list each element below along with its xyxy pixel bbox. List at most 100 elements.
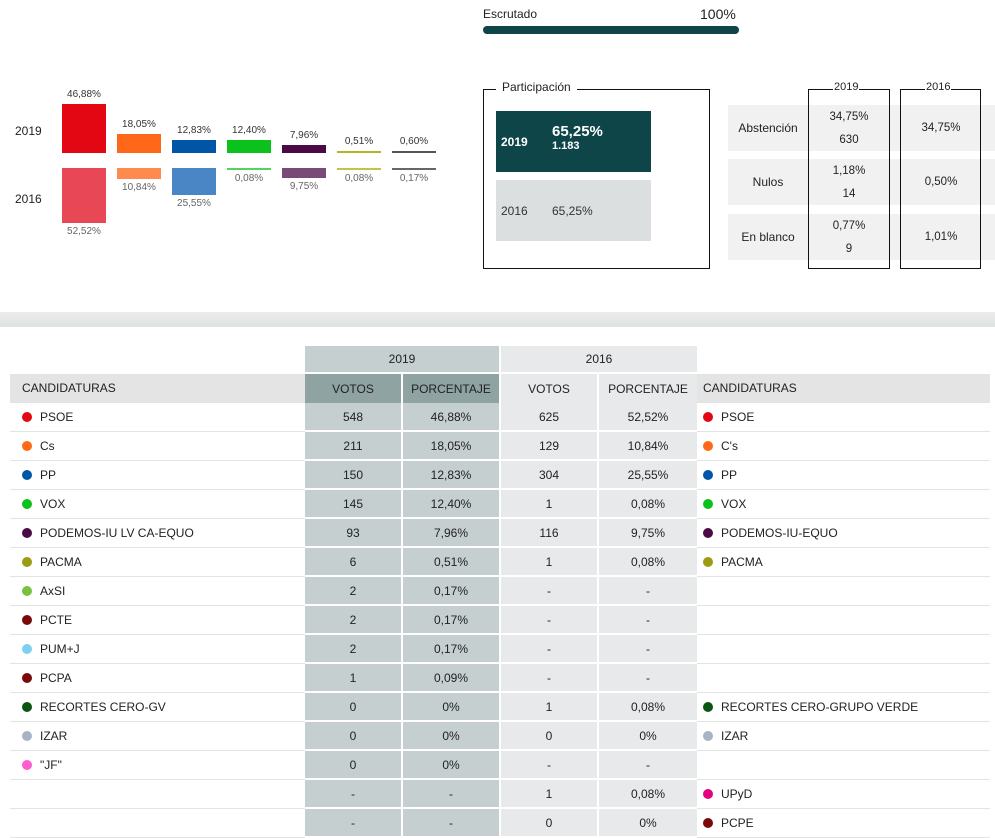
party-name: C's — [721, 439, 738, 453]
percent-2019: 0,17% — [403, 635, 501, 664]
candidate-cell: C's — [697, 432, 990, 461]
votes-2019: - — [305, 809, 403, 838]
bar-label-2016: 25,55% — [177, 197, 211, 209]
table-row: PP 150 12,83% 304 25,55% PP — [10, 461, 990, 490]
participation-box — [483, 89, 710, 269]
col-porcentaje-2016: PORCENTAJE — [599, 374, 697, 403]
votes-2016: - — [501, 577, 599, 606]
candidate-cell — [697, 664, 990, 693]
party-color-dot-icon — [703, 499, 713, 509]
candidate-cell: PODEMOS-IU-EQUO — [697, 519, 990, 548]
party-name: PP — [721, 468, 738, 482]
party-color-dot-icon — [703, 789, 713, 799]
percent-2016: 52,52% — [599, 403, 697, 432]
bar-2016 — [172, 168, 216, 195]
stat-value: 34,75% — [921, 122, 961, 134]
party-color-dot-icon — [22, 702, 32, 712]
party-color-dot-icon — [703, 441, 713, 451]
percent-2016: 0,08% — [599, 490, 697, 519]
percent-2019: - — [403, 809, 501, 838]
stat-value: 34,75% — [829, 111, 869, 123]
party-color-dot-icon — [22, 412, 32, 422]
party-color-dot-icon — [22, 615, 32, 625]
participation-2019: 2019 65,25% 1.183 — [496, 111, 651, 172]
party-color-dot-icon — [22, 499, 32, 509]
bar-2019 — [227, 140, 271, 153]
votes-2019: 145 — [305, 490, 403, 519]
empty-header — [10, 346, 305, 374]
candidate-cell: Cs — [10, 432, 305, 461]
party-color-dot-icon — [22, 760, 32, 770]
percent-2019: 0,51% — [403, 548, 501, 577]
party-color-dot-icon — [22, 528, 32, 538]
empty-header — [697, 346, 990, 374]
percent-2016: 0,08% — [599, 693, 697, 722]
bar-label-2019: 0,60% — [399, 136, 429, 147]
candidate-cell: PSOE — [697, 403, 990, 432]
participation-percent: 65,25% — [552, 204, 593, 218]
candidate-cell — [697, 751, 990, 780]
candidate-cell: PACMA — [10, 548, 305, 577]
bar-label-2016: 9,75% — [289, 181, 319, 193]
row-label-2019: 2019 — [15, 124, 42, 138]
candidate-cell: VOX — [10, 490, 305, 519]
votes-2019: 2 — [305, 577, 403, 606]
stat-label: Nulos — [752, 175, 784, 189]
percent-2019: 0,17% — [403, 577, 501, 606]
candidate-cell: PCPE — [697, 809, 990, 838]
party-name: VOX — [721, 497, 747, 511]
bar-2019 — [337, 151, 381, 153]
scrutiny-value: 100% — [700, 6, 736, 22]
table-row: PODEMOS-IU LV CA-EQUO 93 7,96% 116 9,75% PODE… — [10, 519, 990, 548]
party-color-dot-icon — [22, 470, 32, 480]
percent-2016: - — [599, 606, 697, 635]
percent-2016: - — [599, 635, 697, 664]
header-2016: 2016 — [501, 346, 697, 374]
votes-2016: 0 — [501, 809, 599, 838]
bar-label-2019: 12,40% — [232, 125, 266, 137]
candidate-cell — [697, 635, 990, 664]
party-name: PP — [40, 468, 57, 482]
stat-value: 1,01% — [924, 231, 958, 243]
votes-2016: - — [501, 664, 599, 693]
bar-2016 — [282, 168, 326, 179]
percent-2019: 7,96% — [403, 519, 501, 548]
party-name: PSOE — [721, 410, 755, 424]
votes-2019: 2 — [305, 606, 403, 635]
votes-2016: 304 — [501, 461, 599, 490]
stats-2019-title: 2019 — [833, 81, 860, 93]
percent-2016: 10,84% — [599, 432, 697, 461]
bar-label-2019: 12,83% — [177, 124, 211, 136]
table-row: RECORTES CERO-GV 0 0% 1 0,08% RECORTES CERO-G… — [10, 693, 990, 722]
percent-2019: 0,17% — [403, 606, 501, 635]
party-name: PACMA — [721, 555, 763, 569]
col-porcentaje-2019: PORCENTAJE — [403, 374, 501, 403]
percent-2016: - — [599, 664, 697, 693]
votes-2016: 116 — [501, 519, 599, 548]
table-row: PACMA 6 0,51% 1 0,08% PACMA — [10, 548, 990, 577]
bar-2016 — [337, 168, 381, 170]
stat-value: 0,77% — [832, 220, 866, 232]
candidate-cell: PP — [10, 461, 305, 490]
row-label-2016: 2016 — [15, 192, 42, 206]
col-votos-2019: VOTOS — [305, 374, 403, 403]
bar-label-2019: 46,88% — [67, 89, 101, 101]
votes-2019: 0 — [305, 693, 403, 722]
party-name: UPyD — [721, 787, 753, 801]
candidate-cell: PSOE — [10, 403, 305, 432]
bar-label-2019: 0,51% — [344, 136, 374, 147]
bar-2019 — [172, 139, 216, 153]
party-name: Cs — [40, 439, 55, 453]
bar-label-2016: 0,17% — [399, 173, 429, 184]
votes-2016: 1 — [501, 548, 599, 577]
percent-2019: 0% — [403, 751, 501, 780]
bar-label-2019: 7,96% — [289, 129, 319, 141]
party-name: "JF" — [40, 758, 62, 772]
participation-2016: 2016 65,25% — [496, 180, 651, 241]
participation-year: 2016 — [501, 204, 528, 218]
party-name: PACMA — [40, 555, 82, 569]
stat-row-nulos — [728, 159, 995, 205]
results-table: 2019 2016 CANDIDATURAS VOTOS PORCENTAJE … — [10, 346, 990, 838]
percent-2019: - — [403, 780, 501, 809]
candidate-cell: IZAR — [10, 722, 305, 751]
